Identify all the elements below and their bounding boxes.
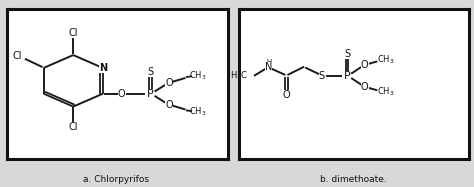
Text: H$_3$C: H$_3$C <box>230 70 248 82</box>
Text: O: O <box>165 78 173 88</box>
Text: Cl: Cl <box>68 28 78 38</box>
Text: Cl: Cl <box>68 122 78 132</box>
Text: CH$_3$: CH$_3$ <box>377 85 394 98</box>
Text: Cl: Cl <box>12 51 22 61</box>
Text: S: S <box>344 49 350 59</box>
Text: CH$_3$: CH$_3$ <box>189 70 206 82</box>
Text: N: N <box>265 62 273 72</box>
Text: S: S <box>147 67 153 77</box>
Text: P: P <box>147 89 154 99</box>
Text: P: P <box>344 71 350 81</box>
Text: b. dimethoate.: b. dimethoate. <box>320 175 386 184</box>
Text: O: O <box>361 82 369 92</box>
Text: O: O <box>283 91 290 100</box>
Text: CH$_3$: CH$_3$ <box>189 105 206 118</box>
Text: O: O <box>165 99 173 110</box>
Text: O: O <box>361 60 369 70</box>
Text: a. Chlorpyrifos: a. Chlorpyrifos <box>83 175 149 184</box>
Text: H: H <box>266 59 271 65</box>
Text: O: O <box>118 89 125 99</box>
Text: N: N <box>99 63 107 73</box>
Text: CH$_3$: CH$_3$ <box>377 54 394 66</box>
Text: S: S <box>319 71 325 81</box>
